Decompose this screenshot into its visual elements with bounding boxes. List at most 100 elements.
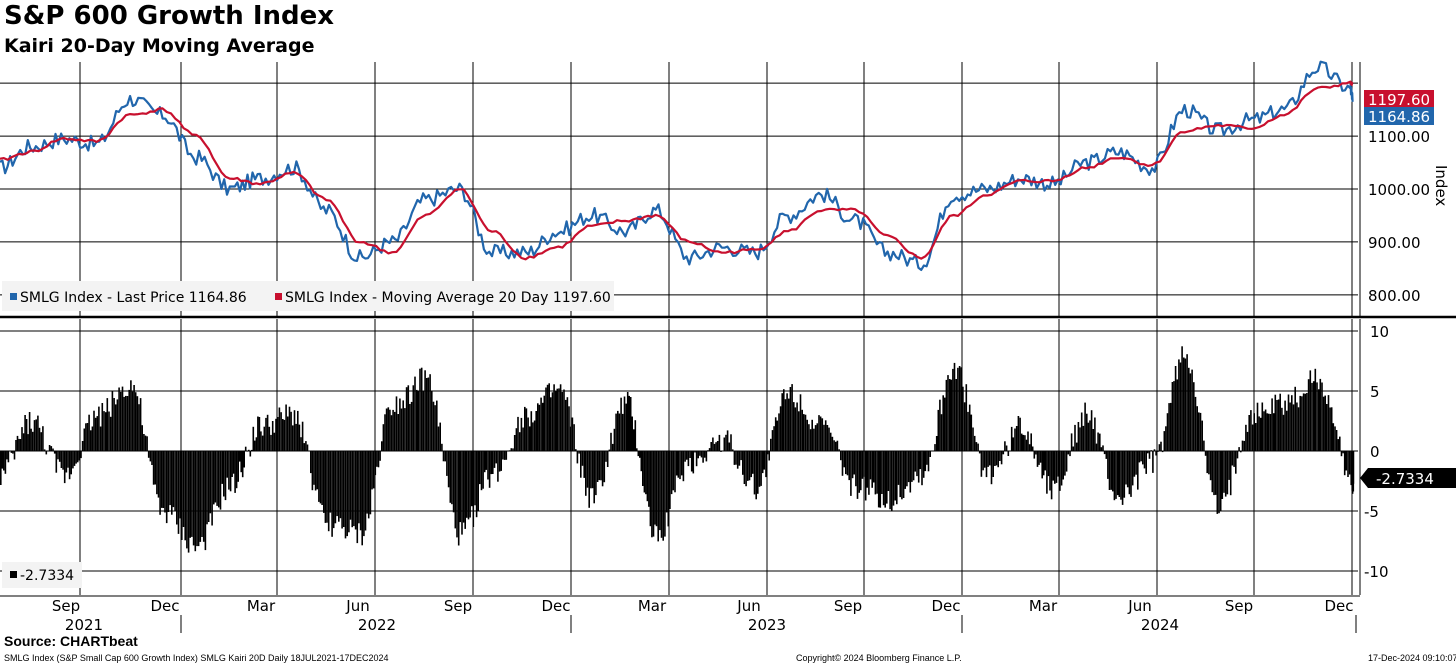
kairi-bar (819, 416, 822, 451)
kairi-bar (984, 451, 986, 468)
kairi-bar (354, 451, 357, 530)
kairi-bar (422, 391, 425, 451)
kairi-bar (323, 451, 325, 513)
kairi-bar (88, 414, 90, 451)
kairi-bar (374, 451, 377, 476)
kairi-bar (824, 420, 827, 451)
kairi-bar (840, 451, 842, 461)
kairi-bar (273, 432, 276, 451)
kairi-bar (537, 403, 539, 451)
kairi-bar (796, 402, 798, 451)
x-year-label: 2021 (65, 616, 103, 634)
kairi-bar (538, 404, 541, 451)
kairi-bar (90, 430, 92, 451)
kairi-bar (133, 385, 135, 451)
kairi-bar (47, 450, 49, 451)
kairi-bar (498, 451, 501, 472)
kairi-bar (723, 437, 726, 451)
kairi-bar (219, 451, 222, 510)
kairi-bar (695, 451, 698, 467)
kairi-bar (626, 392, 629, 451)
kairi-bar (699, 451, 701, 456)
kairi-bar (1264, 409, 1267, 451)
kairi-bar (436, 400, 438, 451)
kairi-bar (50, 446, 53, 451)
kairi-bar (1214, 451, 1217, 495)
kairi-bar (479, 451, 481, 485)
kairi-bar (316, 451, 319, 490)
kairi-bar (948, 379, 951, 451)
kairi-bar (613, 428, 616, 451)
kairi-bar (108, 411, 110, 451)
kairi-bar (169, 451, 171, 506)
kairi-bar (301, 421, 304, 451)
kairi-bar (1055, 451, 1058, 483)
kairi-bar (488, 451, 491, 488)
kairi-bar (387, 407, 390, 451)
kairi-bar (1317, 389, 1320, 451)
kairi-bar (58, 451, 61, 462)
kairi-bar (157, 451, 160, 498)
kairi-bar (922, 451, 925, 478)
kairi-bar (91, 426, 94, 451)
kairi-bar (1095, 443, 1098, 451)
kairi-ytick-label: -5 (1364, 503, 1379, 521)
kairi-bar (99, 426, 102, 451)
last-value-tag-label: -2.7334 (1376, 470, 1434, 488)
kairi-bar (276, 417, 279, 451)
kairi-bar (814, 425, 817, 451)
kairi-bar (152, 451, 155, 485)
kairi-bar (503, 451, 506, 460)
kairi-bar (712, 437, 714, 451)
kairi-bar (527, 417, 529, 451)
kairi-bar (1296, 402, 1298, 451)
kairi-bar (843, 451, 845, 468)
kairi-bar (285, 404, 287, 451)
kairi-bar (24, 415, 26, 451)
kairi-bar (960, 367, 963, 451)
kairi-bar (636, 448, 638, 451)
kairi-bar (356, 451, 359, 544)
kairi-bar (700, 451, 703, 458)
kairi-bar (982, 451, 984, 471)
kairi-bar (1138, 451, 1141, 463)
kairi-bar (78, 451, 81, 461)
kairi-bar (101, 403, 104, 451)
kairi-bar (583, 451, 585, 478)
kairi-bar (975, 442, 978, 451)
kairi-bar (1165, 426, 1167, 451)
kairi-bar (261, 435, 264, 451)
kairi-bar (1161, 451, 1164, 453)
kairi-bar (402, 400, 404, 451)
kairi-bar (344, 451, 347, 539)
kairi-bar (165, 451, 168, 524)
kairi-bar (502, 451, 504, 460)
kairi-bar (646, 451, 649, 502)
kairi-bar (192, 451, 195, 546)
kairi-bar (231, 451, 233, 477)
kairi-bar (510, 448, 513, 451)
kairi-bar (40, 432, 42, 451)
kairi-bar (1246, 431, 1249, 451)
kairi-bar (461, 451, 463, 535)
kairi-bar (1284, 400, 1286, 451)
kairi-bar (1024, 435, 1026, 451)
kairi-bar (1269, 414, 1272, 451)
kairi-bar (554, 390, 557, 451)
kairi-bar (139, 398, 142, 451)
kairi-bar (1046, 451, 1048, 494)
kairi-bar (710, 442, 712, 451)
kairi-bar (1340, 451, 1343, 457)
kairi-bar (1282, 414, 1285, 451)
kairi-bar (191, 451, 193, 537)
kairi-bar (919, 451, 922, 470)
kairi-bar (1286, 410, 1288, 451)
kairi-bar (891, 451, 893, 511)
kairi-bar (419, 368, 421, 451)
kairi-bar (425, 378, 428, 451)
kairi-bar (1077, 422, 1080, 451)
kairi-bar (30, 428, 32, 451)
kairi-bar (177, 451, 180, 534)
kairi-bar (1039, 451, 1042, 463)
kairi-bar (1137, 451, 1139, 490)
